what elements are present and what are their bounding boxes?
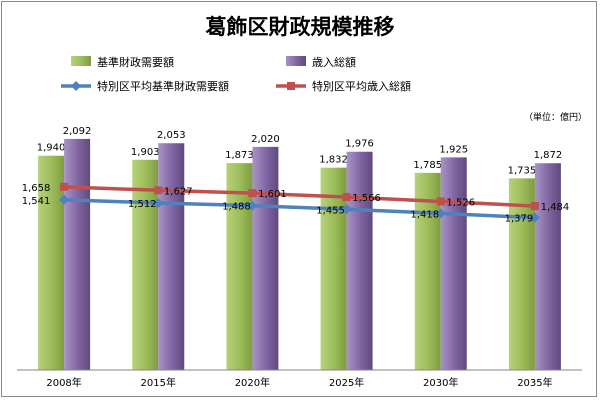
bar-label-1-6: 1,735 [508, 165, 537, 176]
unit-note: （単位：億円） [524, 111, 587, 123]
bar-label-1-5: 1,785 [413, 160, 442, 171]
line-series-2 [64, 185, 536, 208]
legend-label-line-1: 特別区平均基準財政需要額 [97, 79, 229, 93]
bar-1-4 [320, 167, 347, 370]
line-label-1-6: 1,379 [505, 214, 534, 225]
chart-title: 葛飾区財政規模推移 [206, 15, 395, 39]
bar-label-2-3: 2,020 [251, 134, 280, 145]
line-label-2-3: 1,601 [258, 189, 287, 200]
x-tick-label-3: 2020年 [235, 376, 270, 389]
bar-1-5 [414, 172, 441, 370]
bar-label-2-5: 1,925 [439, 144, 468, 155]
legend-label-bar-2: 歳入総額 [312, 55, 356, 69]
line-series-1 [64, 198, 535, 220]
line-label-2-6: 1,484 [541, 202, 570, 213]
line-point-1-1 [59, 194, 70, 205]
line-point-2-3 [248, 189, 257, 198]
x-tick-label-2: 2015年 [141, 376, 176, 389]
line-point-2-2 [154, 186, 163, 195]
bar-2-6 [534, 163, 561, 370]
line-label-1-2: 1,512 [128, 199, 157, 210]
line-point-2-6 [530, 202, 539, 211]
bar-2-5 [440, 157, 467, 370]
legend-marker-line-2 [287, 82, 295, 90]
legend-swatch-bar-2 [286, 56, 306, 66]
bar-1-6 [508, 178, 535, 370]
line-label-1-5: 1,418 [410, 209, 439, 220]
bar-label-1-3: 1,873 [225, 150, 254, 161]
line-point-1-6 [529, 212, 540, 223]
legend-label-line-2: 特別区平均歳入総額 [312, 79, 411, 93]
line-point-1-5 [435, 208, 446, 219]
line-label-2-5: 1,526 [446, 197, 475, 208]
legend-marker-line-1 [71, 81, 81, 91]
bar-2-1 [64, 138, 91, 370]
bar-2-3 [252, 146, 279, 370]
legend-swatch-bar-1 [71, 56, 91, 66]
x-tick-label-6: 2035年 [517, 376, 552, 389]
line-point-2-5 [436, 197, 445, 206]
x-tick-label-1: 2008年 [46, 376, 81, 389]
line-label-1-1: 1,541 [22, 196, 51, 207]
line-label-2-2: 1,627 [164, 186, 193, 197]
bar-1-2 [132, 159, 159, 370]
line-label-1-4: 1,455 [316, 205, 345, 216]
bar-2-4 [346, 151, 373, 370]
line-point-1-2 [153, 197, 164, 208]
legend-label-bar-1: 基準財政需要額 [97, 55, 174, 69]
line-point-1-4 [341, 204, 352, 215]
plot-area: 1,940 1,903 1,873 1,832 1,785 1,735 2,092 2,053… [17, 126, 582, 389]
bar-label-1-1: 1,940 [37, 143, 66, 154]
bar-1-1 [38, 155, 65, 370]
bar-label-1-4: 1,832 [319, 155, 348, 166]
x-tick-label-4: 2025年 [329, 376, 364, 389]
x-tick-label-5: 2030年 [423, 376, 458, 389]
bar-label-2-6: 1,872 [534, 150, 563, 161]
line-point-2-1 [60, 182, 69, 191]
line-point-1-3 [247, 200, 258, 211]
bar-label-2-4: 1,976 [345, 139, 374, 150]
bar-1-3 [226, 163, 253, 370]
line-label-1-3: 1,488 [222, 202, 251, 213]
bar-2-2 [158, 143, 185, 370]
bar-label-2-1: 2,092 [63, 126, 92, 137]
line-label-2-1: 1,658 [22, 183, 51, 194]
bar-label-1-2: 1,903 [131, 147, 160, 158]
line-point-2-4 [342, 193, 351, 202]
line-label-2-4: 1,566 [352, 193, 381, 204]
bar-label-2-2: 2,053 [157, 130, 186, 141]
